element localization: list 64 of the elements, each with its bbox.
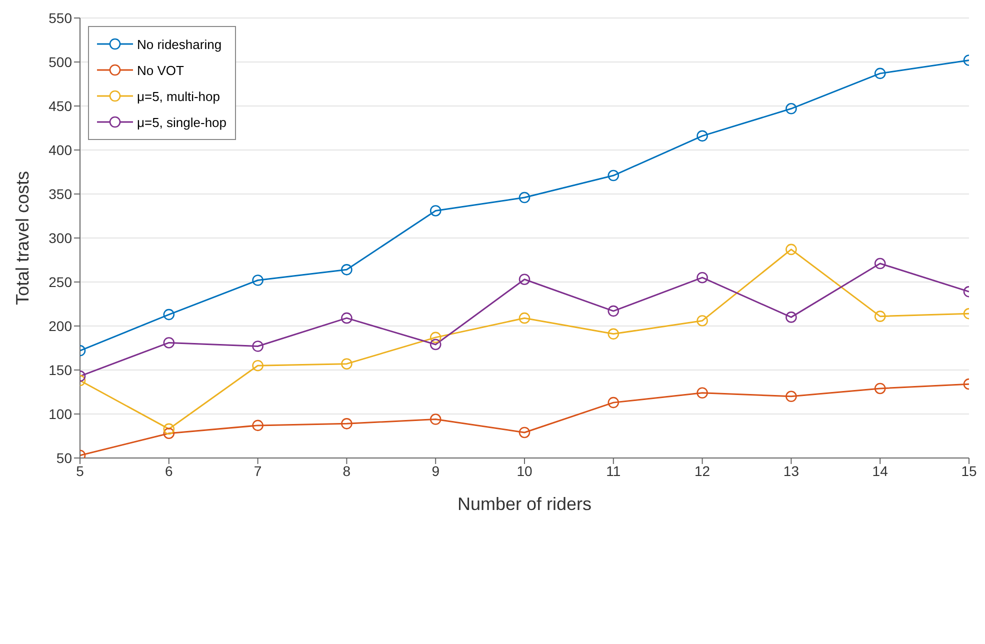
point	[874, 258, 886, 270]
legend-label: No VOT	[137, 62, 184, 78]
legend-label: μ=5, single-hop	[137, 114, 227, 130]
x-tick-label: 8	[342, 462, 351, 479]
point	[252, 420, 264, 432]
point	[341, 312, 352, 324]
x-tick-label: 10	[516, 462, 532, 479]
point	[341, 264, 352, 276]
y-tick-label: 350	[48, 186, 72, 202]
point	[252, 360, 264, 372]
point	[430, 338, 442, 350]
legend-label: No ridesharing	[137, 36, 222, 52]
y-axis-title: Total travel costs	[12, 170, 32, 306]
point	[608, 396, 620, 408]
point	[252, 274, 264, 286]
point	[163, 308, 175, 320]
point	[518, 312, 530, 324]
point	[518, 192, 530, 204]
point	[786, 102, 797, 114]
y-tick-label: 300	[48, 230, 72, 246]
x-tick-label: 5	[76, 462, 84, 479]
y-tick-label: 150	[48, 362, 72, 378]
point	[608, 328, 620, 340]
y-tick-label: 500	[48, 54, 72, 70]
point	[874, 310, 886, 322]
point	[608, 170, 620, 182]
point	[430, 332, 442, 344]
x-tick-label: 11	[606, 462, 621, 479]
point	[696, 387, 708, 399]
x-tick-label: 12	[694, 462, 710, 479]
x-axis-title: Number of riders	[457, 494, 592, 514]
point	[430, 205, 442, 216]
point	[786, 390, 797, 402]
point	[518, 274, 530, 286]
point	[252, 340, 264, 352]
x-tick-label: 6	[165, 462, 173, 479]
y-tick-label: 450	[48, 98, 72, 114]
point	[430, 414, 442, 425]
y-tick-label: 400	[48, 142, 72, 158]
y-tick-label: 550	[48, 10, 72, 26]
point	[341, 418, 352, 430]
x-tick-label: 7	[254, 462, 262, 479]
point	[163, 337, 175, 348]
x-tick-label: 9	[432, 462, 440, 479]
y-tick-label: 250	[48, 274, 72, 290]
x-tick-label: 14	[872, 462, 888, 479]
point	[608, 305, 620, 317]
x-tick-label: 15	[961, 462, 977, 479]
x-tick-label: 13	[783, 462, 800, 479]
point	[341, 358, 352, 370]
y-tick-label: 50	[56, 450, 72, 466]
point	[696, 272, 708, 284]
point	[874, 68, 886, 80]
point	[786, 312, 797, 323]
point	[163, 428, 175, 440]
legend-label: μ=5, multi-hop	[137, 88, 220, 104]
point	[518, 426, 530, 438]
point	[874, 382, 886, 394]
point	[163, 423, 175, 435]
point	[696, 130, 708, 142]
point	[786, 244, 797, 256]
y-tick-label: 100	[48, 406, 72, 422]
point	[696, 315, 708, 326]
y-tick-label: 200	[48, 318, 72, 334]
